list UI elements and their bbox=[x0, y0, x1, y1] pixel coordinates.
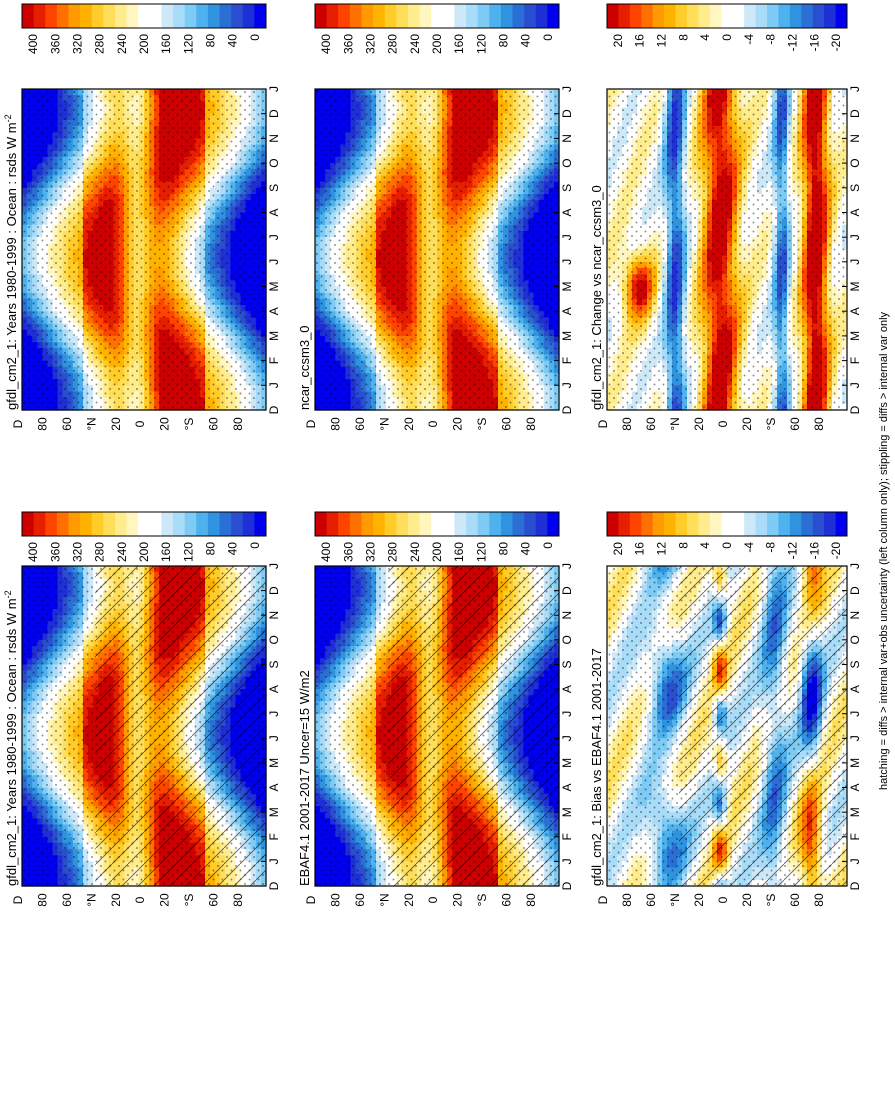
latitude-tick-label: 60 bbox=[206, 893, 220, 907]
colorbar-segment bbox=[126, 512, 139, 536]
colorbar-segment bbox=[196, 512, 209, 536]
colorbar-segment bbox=[68, 512, 81, 536]
month-tick-label: M bbox=[267, 807, 281, 817]
colorbar-segment bbox=[184, 512, 197, 536]
colorbar-label: 120 bbox=[181, 542, 195, 562]
latitude-tick-label: D bbox=[11, 895, 25, 904]
colorbar-segment bbox=[56, 512, 69, 536]
month-tick-label: D bbox=[267, 881, 281, 890]
colorbar-segment bbox=[231, 512, 244, 536]
month-tick-label: A bbox=[267, 783, 281, 791]
colorbar-label: 320 bbox=[71, 542, 85, 562]
colorbar-segment bbox=[219, 512, 232, 536]
colorbar-segment bbox=[103, 512, 116, 536]
panel-title: gfdl_cm2_1: Years 1980-1999 : Ocean : rs… bbox=[3, 590, 19, 886]
colorbar-label: 0 bbox=[248, 542, 262, 549]
colorbar-segment bbox=[33, 512, 46, 536]
colorbar-label: 400 bbox=[26, 542, 40, 562]
colorbar-segment bbox=[45, 512, 58, 536]
colorbar-label: 80 bbox=[204, 542, 218, 556]
colorbar-segment bbox=[114, 512, 127, 536]
colorbar-segment bbox=[149, 512, 162, 536]
colorbar-label: 280 bbox=[93, 542, 107, 562]
latitude-tick-label: 20 bbox=[158, 893, 172, 907]
month-tick-label: S bbox=[267, 660, 281, 668]
month-tick-label: J bbox=[267, 711, 281, 717]
colorbar-frame bbox=[21, 511, 267, 537]
colorbar-segment bbox=[173, 512, 186, 536]
colorbar-label: 160 bbox=[159, 542, 173, 562]
latitude-tick-label: 80 bbox=[231, 893, 245, 907]
latitude-tick-label: 60 bbox=[60, 893, 74, 907]
month-tick-label: F bbox=[267, 833, 281, 840]
month-tick-label: D bbox=[267, 586, 281, 595]
colorbar-label: 40 bbox=[226, 542, 240, 556]
colorbar-label: 360 bbox=[48, 542, 62, 562]
colorbar: 400 360 320 280 240 200 160 120 80 40 0 bbox=[21, 511, 267, 562]
colorbar-label: 200 bbox=[137, 542, 151, 562]
figure-footnote: hatching = diffs > internal var+obs unce… bbox=[878, 311, 890, 790]
colorbar-segment bbox=[207, 512, 220, 536]
latitude-tick-label: 80 bbox=[36, 893, 50, 907]
colorbar-segment bbox=[242, 512, 255, 536]
latitude-tick-label: °N bbox=[84, 893, 98, 906]
title-superscript: -2 bbox=[3, 590, 13, 598]
month-tick-label: J bbox=[267, 563, 281, 569]
colorbar-segment bbox=[22, 512, 35, 536]
colorbar-segment bbox=[254, 512, 267, 536]
month-tick-label: J bbox=[267, 858, 281, 864]
month-tick-label: A bbox=[267, 685, 281, 693]
latitude-tick-label: 0 bbox=[133, 896, 147, 903]
month-tick-label: J bbox=[267, 735, 281, 741]
colorbar-segment bbox=[80, 512, 93, 536]
latitude-tick-label: 20 bbox=[109, 893, 123, 907]
colorbar-segment bbox=[161, 512, 174, 536]
colorbar-label: 240 bbox=[115, 542, 129, 562]
panel-frame bbox=[21, 565, 267, 887]
hatching-overlay bbox=[95, 566, 266, 886]
colorbar-segment bbox=[91, 512, 104, 536]
latitude-tick-label: °S bbox=[182, 894, 196, 907]
colorbar-segment bbox=[138, 512, 151, 536]
month-tick-label: O bbox=[267, 635, 281, 644]
month-tick-label: M bbox=[267, 758, 281, 768]
month-tick-label: N bbox=[267, 611, 281, 620]
